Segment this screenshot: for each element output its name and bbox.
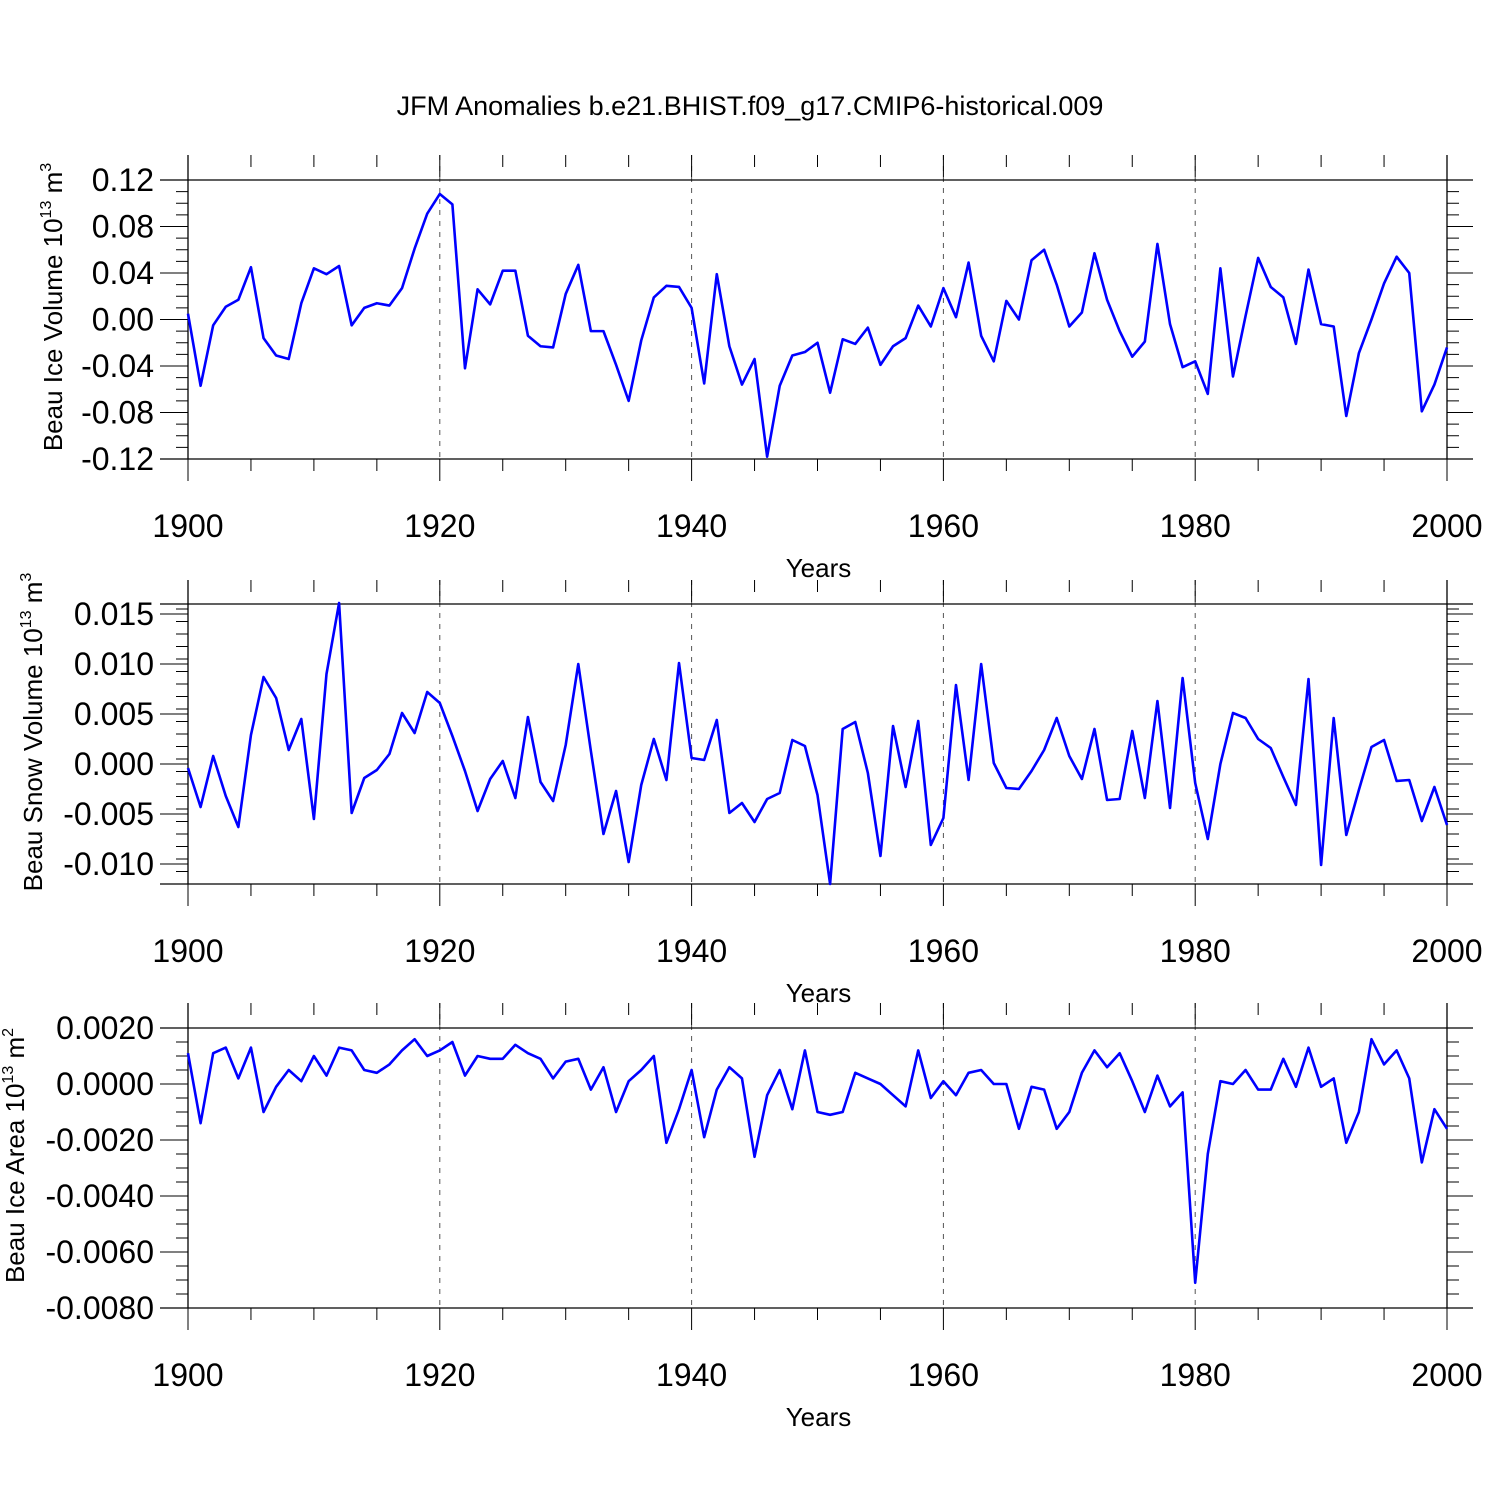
y-tick-label: 0.005 — [74, 696, 154, 732]
x-tick-label: 2000 — [1411, 933, 1482, 969]
y-tick-label: -0.12 — [81, 441, 154, 477]
x-axis-label: Years — [786, 1402, 852, 1432]
x-tick-label: 1900 — [152, 508, 223, 544]
y-axis-label: Beau Ice Area 1013 m2 — [0, 1028, 30, 1283]
y-tick-label: -0.0080 — [45, 1290, 154, 1326]
x-tick-label: 1900 — [152, 1357, 223, 1393]
x-axis-label: Years — [786, 553, 852, 583]
series-line — [186, 1037, 1449, 1285]
y-axis-label: Beau Ice Volume 1013 m3 — [38, 163, 68, 451]
y-axis-label-text: Beau Ice Volume 10 — [38, 218, 68, 451]
y-axis-label-superscript: 13 — [18, 610, 35, 628]
x-tick-label: 1940 — [656, 933, 727, 969]
x-tick-label: 2000 — [1411, 1357, 1482, 1393]
y-tick-label: -0.08 — [81, 395, 154, 431]
panels: -0.12 -0.08 -0.04 0.00 0.04 0.08 0.12 1900 1920 1… — [0, 155, 1483, 1432]
figure-title: JFM Anomalies b.e21.BHIST.f09_g17.CMIP6-… — [397, 91, 1104, 121]
y-axis-label-text: m — [18, 582, 48, 611]
y-axis-label-text: Beau Ice Area 10 — [0, 1084, 30, 1283]
y-axis-label-text: m — [0, 1037, 30, 1066]
y-tick-label: 0.00 — [92, 302, 154, 338]
y-tick-label: 0.0000 — [56, 1066, 154, 1102]
x-tick-label: 1940 — [656, 508, 727, 544]
y-tick-label: -0.0020 — [45, 1122, 154, 1158]
y-tick-label: 0.08 — [92, 209, 154, 245]
series-line — [186, 601, 1449, 886]
x-tick-label: 2000 — [1411, 508, 1482, 544]
panel-2: -0.010 -0.005 0.000 0.005 0.010 0.015 1900 1920… — [18, 573, 1483, 1008]
y-axis-label-superscript: 3 — [38, 163, 55, 172]
x-tick-label: 1980 — [1160, 933, 1231, 969]
y-tick-label: -0.0040 — [45, 1178, 154, 1214]
y-axis-label-superscript: 2 — [0, 1028, 17, 1037]
series-line — [186, 192, 1449, 458]
y-axis-label-superscript: 13 — [0, 1066, 17, 1084]
y-tick-label: 0.0020 — [56, 1010, 154, 1046]
x-tick-label: 1980 — [1160, 508, 1231, 544]
y-axis-label-superscript: 3 — [18, 573, 35, 582]
x-tick-label: 1960 — [908, 1357, 979, 1393]
y-tick-label: -0.010 — [63, 846, 154, 882]
x-axis-label: Years — [786, 978, 852, 1008]
y-axis-label-text: m — [38, 172, 68, 201]
y-tick-label: 0.010 — [74, 646, 154, 682]
y-tick-label: -0.0060 — [45, 1234, 154, 1270]
panel-3: -0.0080 -0.0060 -0.0040 -0.0020 0.0000 0.0020… — [0, 1003, 1483, 1432]
x-tick-label: 1960 — [908, 508, 979, 544]
y-tick-label: 0.000 — [74, 746, 154, 782]
x-tick-label: 1920 — [404, 933, 475, 969]
y-tick-label: 0.12 — [92, 162, 154, 198]
y-tick-label: 0.04 — [92, 255, 154, 291]
x-tick-label: 1980 — [1160, 1357, 1231, 1393]
x-tick-label: 1960 — [908, 933, 979, 969]
x-tick-label: 1940 — [656, 1357, 727, 1393]
y-tick-label: -0.04 — [81, 348, 154, 384]
x-tick-label: 1920 — [404, 508, 475, 544]
y-tick-label: -0.005 — [63, 796, 154, 832]
y-axis-label-superscript: 13 — [38, 201, 55, 219]
y-tick-label: 0.015 — [74, 596, 154, 632]
x-tick-label: 1920 — [404, 1357, 475, 1393]
x-tick-label: 1900 — [152, 933, 223, 969]
y-axis-label-text: Beau Snow Volume 10 — [18, 628, 48, 891]
y-axis-label: Beau Snow Volume 1013 m3 — [18, 573, 48, 892]
panel-1: -0.12 -0.08 -0.04 0.00 0.04 0.08 0.12 1900 1920 1… — [38, 155, 1483, 583]
